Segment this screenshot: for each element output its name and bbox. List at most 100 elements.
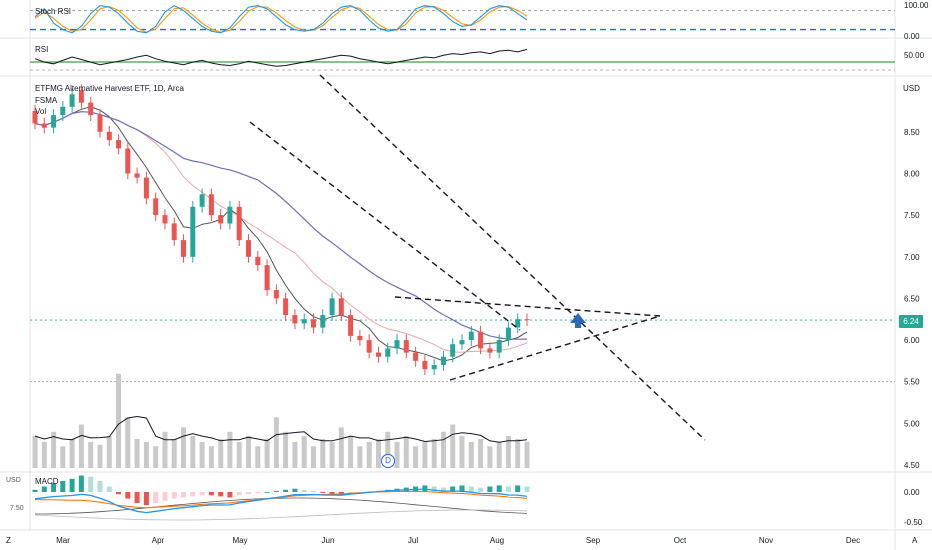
macd-histogram-bar (468, 486, 474, 492)
macd-histogram-bar (329, 492, 335, 495)
macd-aux-line (35, 497, 528, 515)
candle-body (468, 331, 474, 340)
volume-bar (301, 436, 307, 468)
macd-histogram-bar (190, 492, 196, 497)
volume-bar (431, 439, 437, 468)
candle-body (301, 319, 307, 324)
volume-bar (134, 439, 140, 468)
volume-bar (413, 446, 419, 469)
macd-histogram-bar (320, 492, 326, 494)
candle-body (116, 140, 121, 149)
x-axis-month-label: Jul (408, 536, 418, 545)
symbol-title[interactable]: ETFMG Alternative Harvest ETF, 1D, Arca (35, 84, 184, 93)
volume-bar (273, 417, 279, 469)
volume-bar (311, 446, 316, 469)
dividend-badge-icon[interactable]: D (381, 454, 395, 468)
candle-body (41, 123, 47, 128)
candle-body (329, 298, 335, 316)
macd-axis-0: 0.00 (904, 488, 920, 497)
macd-histogram-bar (264, 492, 270, 493)
macd-histogram-bar (524, 486, 530, 492)
volume-bar (246, 436, 251, 468)
rsi-title: RSI (35, 45, 49, 54)
volume-bar (227, 431, 233, 469)
timezone-z-label[interactable]: Z (6, 536, 11, 545)
volume-bar (283, 431, 289, 469)
volume-bar (478, 439, 484, 468)
macd-histogram-bar (153, 492, 159, 503)
macd-histogram-bar (227, 492, 233, 498)
macd-histogram-bar (51, 483, 57, 492)
trendline-upper-resistance (249, 121, 521, 331)
candle-body (505, 327, 511, 341)
x-axis-month-label: May (232, 536, 247, 545)
volume-bar (468, 441, 474, 468)
macd-histogram-bar (431, 486, 437, 492)
candle-body (273, 290, 279, 299)
volume-bar (422, 441, 428, 468)
volume-bar (32, 436, 38, 468)
volume-bar (78, 424, 84, 468)
macd-histogram-bar (69, 478, 75, 492)
fsma-mid-line (34, 111, 528, 353)
macd-histogram-bar (255, 492, 261, 494)
x-axis-month-label: Mar (56, 536, 70, 545)
macd-histogram-bar (125, 492, 131, 499)
volume-bar (218, 439, 224, 468)
candle-body (413, 352, 419, 361)
price-axis-label: 5.00 (904, 419, 920, 428)
macd-histogram-bar (218, 492, 224, 497)
macd-histogram-bar (60, 481, 66, 492)
legend-vol[interactable]: Vol (35, 107, 47, 116)
volume-bar (292, 441, 298, 468)
candle-body (171, 223, 177, 241)
candle-body (69, 94, 75, 107)
macd-histogram-bar (88, 476, 94, 492)
volume-bar (505, 436, 511, 468)
macd-axis-neg: -0.50 (904, 518, 923, 527)
volume-bar (441, 431, 446, 469)
price-axis-label: 8.50 (904, 128, 920, 137)
candle-body (88, 102, 94, 116)
volume-bar (338, 427, 344, 468)
volume-bar (153, 446, 159, 469)
x-axis-month-label: Sep (586, 536, 601, 545)
macd-line (34, 488, 528, 514)
candle-body (236, 206, 242, 241)
volume-bar (41, 441, 47, 468)
candle-body (218, 215, 224, 224)
candle-body (125, 148, 131, 174)
candle-body (496, 340, 502, 353)
stoch-rsi-title: Stoch RSI (35, 7, 72, 16)
volume-bar (496, 441, 502, 468)
volume-bar (69, 439, 75, 468)
candle-body (199, 194, 205, 207)
volume-bar (459, 436, 465, 468)
macd-histogram-bar (450, 486, 456, 492)
candle-body (320, 315, 326, 328)
macd-histogram-bar (441, 487, 446, 492)
macd-histogram-bar (32, 489, 38, 492)
breakout-arrow-icon (570, 313, 586, 328)
macd-histogram-bar (162, 492, 168, 501)
x-axis-month-label: Oct (674, 536, 687, 545)
candle-body (357, 335, 363, 341)
candle-body (181, 240, 186, 257)
candle-body (162, 215, 168, 224)
volume-bar (450, 424, 456, 468)
candle-body (311, 319, 316, 328)
candle-body (515, 319, 521, 328)
macd-histogram-bar (273, 490, 279, 492)
candle-body (97, 115, 103, 132)
volume-bar (524, 441, 530, 468)
volume-bar (236, 441, 242, 468)
volume-bar (320, 439, 326, 468)
candle-body (441, 356, 446, 365)
candle-body (264, 265, 270, 291)
auto-scale-a-label[interactable]: A (912, 536, 918, 545)
macd-aux-line-2 (34, 509, 528, 521)
legend-fsma[interactable]: FSMA (35, 96, 58, 105)
volume-bar (329, 441, 335, 468)
volume-bar (143, 441, 149, 468)
